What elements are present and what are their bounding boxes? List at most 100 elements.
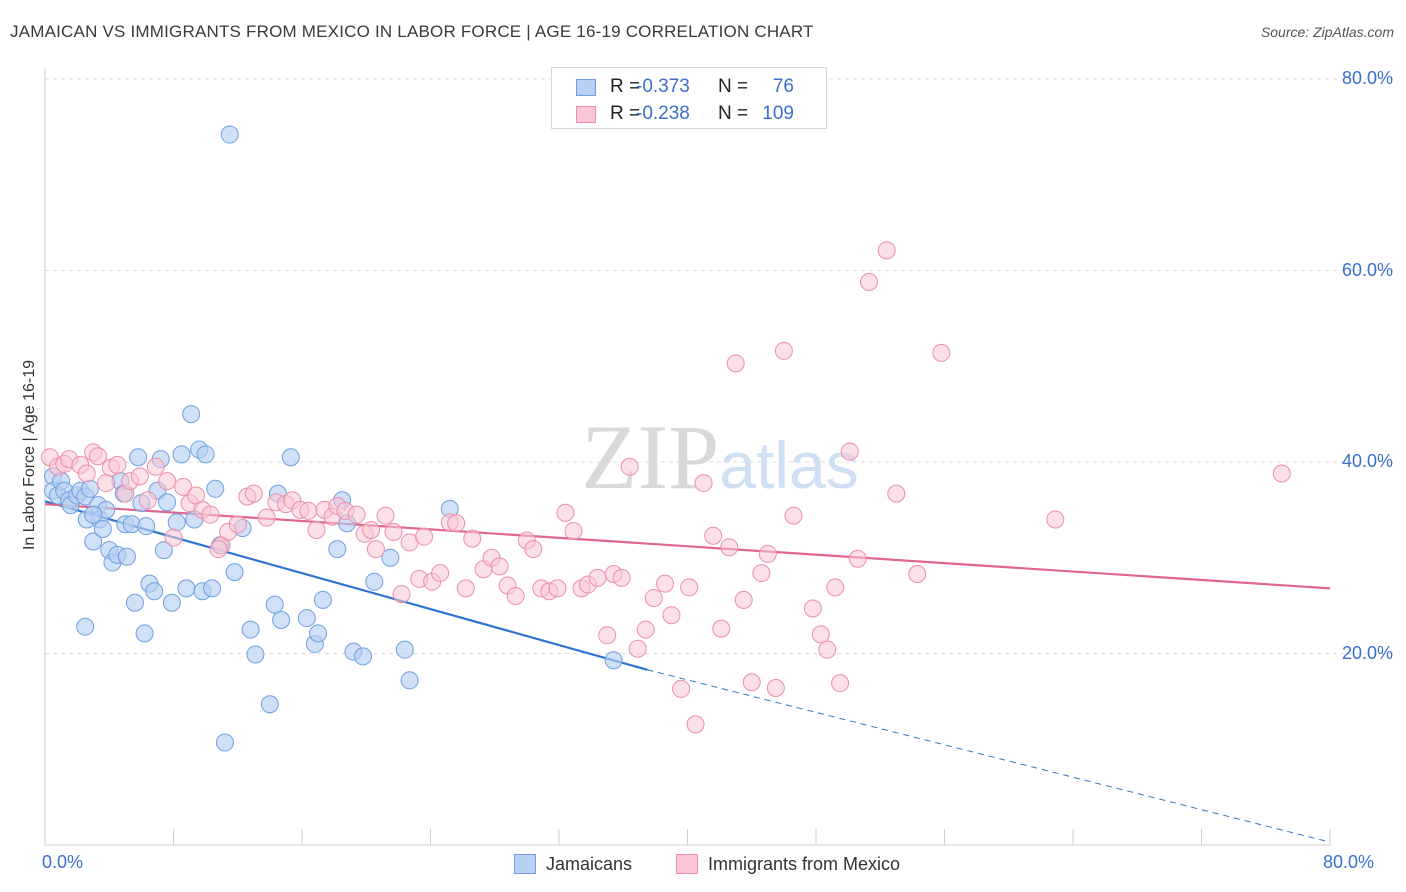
point-jamaicans — [117, 547, 136, 566]
point-mexico — [524, 540, 543, 559]
jamaicans-legend-swatch — [514, 854, 536, 874]
point-jamaicans — [297, 609, 316, 628]
point-jamaicans — [241, 620, 260, 639]
point-jamaicans — [246, 645, 265, 664]
point-mexico — [752, 564, 771, 583]
point-jamaicans — [84, 532, 103, 551]
point-mexico — [146, 457, 165, 476]
point-jamaicans — [93, 520, 112, 539]
n-label: N = — [718, 103, 749, 124]
point-mexico — [201, 505, 220, 524]
point-mexico — [826, 578, 845, 597]
legend-item-mexico[interactable]: Immigrants from Mexico — [676, 852, 900, 876]
point-mexico — [712, 619, 731, 638]
point-mexico — [662, 606, 681, 625]
stats-legend: R = -0.373 N = 76 R = -0.238 N = 109 — [551, 67, 827, 129]
point-mexico — [506, 587, 525, 606]
point-jamaicans — [272, 610, 291, 629]
point-mexico — [588, 568, 607, 587]
point-mexico — [456, 579, 475, 598]
y-tick-label: 80.0% — [1341, 68, 1393, 88]
point-mexico — [174, 477, 193, 496]
point-mexico — [932, 343, 951, 362]
point-jamaicans — [395, 640, 414, 659]
point-mexico — [490, 557, 509, 576]
point-mexico — [908, 565, 927, 584]
point-mexico — [818, 640, 837, 659]
point-mexico — [848, 549, 867, 568]
y-tick-label: 60.0% — [1341, 259, 1393, 280]
point-mexico — [463, 529, 482, 548]
r-label: R = — [610, 103, 641, 124]
point-jamaicans — [84, 505, 103, 524]
point-jamaicans — [167, 513, 186, 532]
r-label: R = — [610, 76, 641, 97]
legend-label: Jamaicans — [546, 853, 633, 874]
point-mexico — [138, 491, 157, 510]
jamaicans-points — [44, 125, 623, 752]
point-mexico — [108, 455, 127, 474]
point-mexico — [244, 484, 263, 503]
point-jamaicans — [158, 493, 177, 512]
legend-item-jamaicans[interactable]: Jamaicans — [514, 852, 632, 876]
point-mexico — [686, 715, 705, 734]
point-mexico — [680, 578, 699, 597]
point-jamaicans — [182, 405, 201, 424]
point-mexico — [811, 625, 830, 644]
point-mexico — [347, 505, 366, 524]
point-mexico — [564, 521, 583, 540]
point-mexico — [720, 538, 739, 557]
point-jamaicans — [225, 563, 244, 582]
point-mexico — [803, 599, 822, 618]
r-value: -0.373 — [636, 76, 690, 97]
point-jamaicans — [220, 125, 239, 144]
point-jamaicans — [76, 617, 95, 636]
point-mexico — [734, 590, 753, 609]
r-value: -0.238 — [636, 103, 690, 124]
point-jamaicans — [328, 540, 347, 559]
trend-line-jamaicans-projection — [647, 669, 1331, 843]
point-mexico — [860, 272, 879, 291]
point-jamaicans — [80, 479, 99, 498]
point-mexico — [392, 585, 411, 604]
point-mexico — [598, 626, 617, 645]
point-mexico — [130, 467, 149, 486]
point-jamaicans — [354, 647, 373, 666]
point-jamaicans — [260, 695, 279, 714]
point-mexico — [299, 501, 318, 520]
point-mexico — [784, 506, 803, 525]
chart-title: JAMAICAN VS IMMIGRANTS FROM MEXICO IN LA… — [10, 22, 814, 41]
point-mexico — [840, 442, 859, 461]
point-jamaicans — [129, 448, 148, 467]
point-mexico — [97, 474, 116, 493]
y-tick-label: 40.0% — [1341, 451, 1393, 471]
point-jamaicans — [313, 590, 332, 609]
n-value: 109 — [762, 103, 794, 124]
point-mexico — [228, 515, 247, 534]
point-jamaicans — [381, 548, 400, 567]
point-mexico — [431, 564, 450, 583]
point-jamaicans — [137, 517, 156, 536]
point-jamaicans — [365, 572, 384, 591]
legend-label: Immigrants from Mexico — [708, 853, 901, 874]
point-mexico — [362, 520, 381, 539]
point-jamaicans — [172, 445, 191, 464]
point-mexico — [447, 514, 466, 533]
point-mexico — [620, 457, 639, 476]
point-jamaicans — [309, 624, 328, 643]
point-jamaicans — [215, 733, 234, 752]
source-attribution: Source: ZipAtlas.com — [1260, 24, 1394, 40]
point-mexico — [694, 474, 713, 493]
point-mexico — [158, 472, 177, 491]
stats-row-mexico: R = -0.238 N = 109 — [576, 103, 794, 125]
point-mexico — [89, 447, 108, 466]
point-mexico — [1272, 464, 1291, 483]
point-jamaicans — [206, 479, 225, 498]
point-jamaicans — [400, 671, 419, 690]
point-jamaicans — [162, 593, 181, 612]
stats-row-jamaicans: R = -0.373 N = 76 — [576, 76, 794, 98]
point-mexico — [672, 679, 691, 698]
point-mexico — [556, 503, 575, 522]
mexico-swatch — [576, 105, 596, 123]
